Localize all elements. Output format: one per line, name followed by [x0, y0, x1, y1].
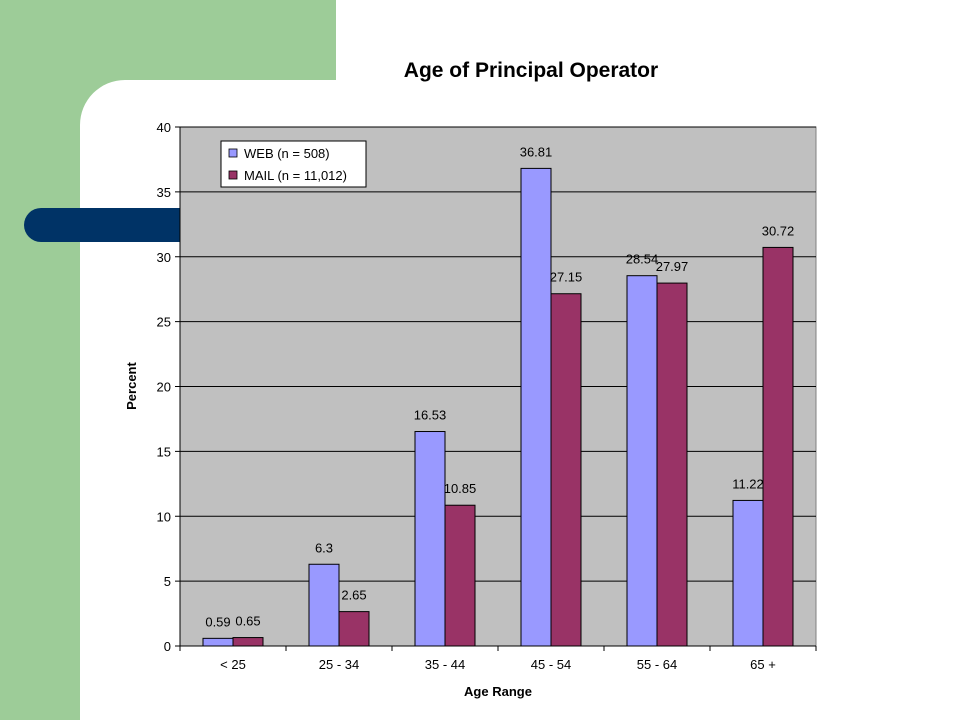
bar-value-label: 2.65: [341, 588, 366, 603]
legend: WEB (n = 508) MAIL (n = 11,012): [220, 140, 367, 188]
x-tick-label: 25 - 34: [319, 657, 359, 672]
x-tick-label: 45 - 54: [531, 657, 571, 672]
legend-box: [220, 140, 367, 188]
white-panel-corner: [80, 80, 125, 125]
bar-value-label: 16.53: [414, 408, 447, 423]
bar-value-label: 30.72: [762, 223, 795, 238]
gridlines: [180, 126, 816, 582]
y-tick-label: 30: [157, 250, 171, 265]
bar-mail: [338, 611, 370, 647]
green-side-panel: [0, 0, 80, 720]
bar-web: [626, 275, 658, 647]
x-tick-label: 35 - 44: [425, 657, 465, 672]
bar-mail: [762, 246, 794, 647]
y-tick-label: 5: [164, 574, 171, 589]
bar-mail: [656, 282, 688, 647]
bar-value-label: 36.81: [520, 144, 553, 159]
chart-title: Age of Principal Operator: [404, 59, 658, 82]
bar-web: [520, 167, 552, 647]
x-tick-label: 65 +: [750, 657, 776, 672]
bar-value-label: 6.3: [315, 540, 333, 555]
green-top-panel: [0, 0, 336, 80]
y-tick-label: 35: [157, 185, 171, 200]
bar-web: [732, 499, 764, 647]
x-tick-label: < 25: [220, 657, 246, 672]
y-axis-title: Percent: [124, 361, 139, 409]
x-axis-ticks: < 25 25 - 34 35 - 44 45 - 54 55 - 64 65 +: [179, 646, 817, 672]
y-axis-ticks: 0 5 10 15 20 25 30 35 40: [157, 120, 180, 654]
bar-web: [202, 637, 234, 647]
bars: [202, 167, 794, 647]
navy-accent-bar-square: [60, 208, 180, 242]
legend-swatch-mail: [228, 170, 238, 180]
slide-decoration: [0, 0, 336, 720]
x-tick-label: 55 - 64: [637, 657, 677, 672]
bar-mail: [444, 504, 476, 647]
y-tick-label: 40: [157, 120, 171, 135]
bar-mail: [232, 637, 264, 647]
y-tick-label: 25: [157, 315, 171, 330]
bar-value-label: 27.97: [656, 259, 689, 274]
bar-mail: [550, 293, 582, 647]
legend-label-mail: MAIL (n = 11,012): [244, 168, 347, 183]
y-tick-label: 10: [157, 509, 171, 524]
y-tick-label: 20: [157, 380, 171, 395]
bar-value-label: 28.54: [626, 252, 659, 267]
bar-web: [414, 431, 446, 647]
y-tick-label: 0: [164, 639, 171, 654]
bar-value-label: 0.65: [235, 614, 260, 629]
y-tick-label: 15: [157, 444, 171, 459]
bar-labels: 0.59 0.65 6.3 2.65 16.53 10.85 36.81 27.15 28.54…: [205, 144, 794, 629]
bar-web: [308, 563, 340, 647]
legend-swatch-web: [228, 148, 238, 158]
bar-value-label: 0.59: [205, 614, 230, 629]
bar-value-label: 10.85: [444, 481, 477, 496]
legend-label-web: WEB (n = 508): [244, 146, 330, 161]
bar-value-label: 11.22: [732, 476, 764, 491]
x-axis-title: Age Range: [464, 684, 532, 699]
bar-value-label: 27.15: [550, 270, 583, 285]
